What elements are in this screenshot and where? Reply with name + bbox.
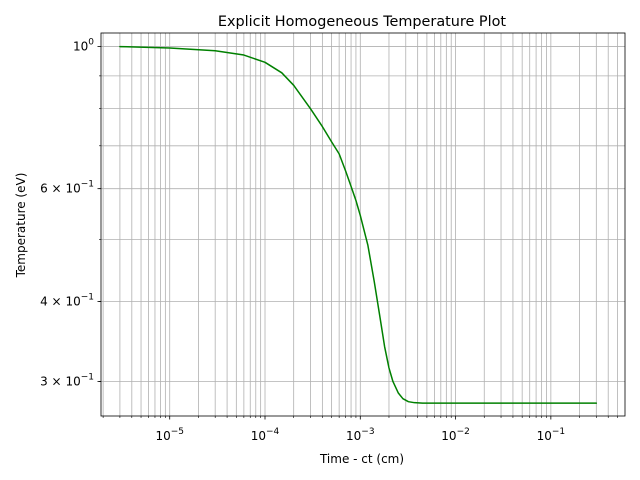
y-tick-label: 3 × 10−1 [40, 372, 94, 388]
x-tick-label: 10−4 [251, 427, 280, 443]
y-tick-label: 4 × 10−1 [40, 292, 94, 308]
y-axis-label: Temperature (eV) [14, 173, 28, 279]
gridlines [101, 33, 625, 416]
axis-ticks: 10−5 10−4 10−3 10−2 10−1 100 6 × 10−1 4 × 10−1 3… [40, 38, 618, 443]
x-axis-label: Time - ct (cm) [319, 452, 404, 466]
y-tick-label: 100 [73, 38, 94, 54]
x-tick-label: 10−1 [537, 427, 566, 443]
plot-area [119, 45, 598, 404]
chart-title: Explicit Homogeneous Temperature Plot [218, 14, 506, 30]
x-tick-label: 10−5 [155, 427, 184, 443]
x-tick-label: 10−2 [441, 427, 470, 443]
x-tick-label: 10−3 [346, 427, 375, 443]
axes-frame [100, 32, 626, 417]
temperature-series-line [119, 45, 598, 404]
y-tick-label: 6 × 10−1 [40, 180, 94, 196]
